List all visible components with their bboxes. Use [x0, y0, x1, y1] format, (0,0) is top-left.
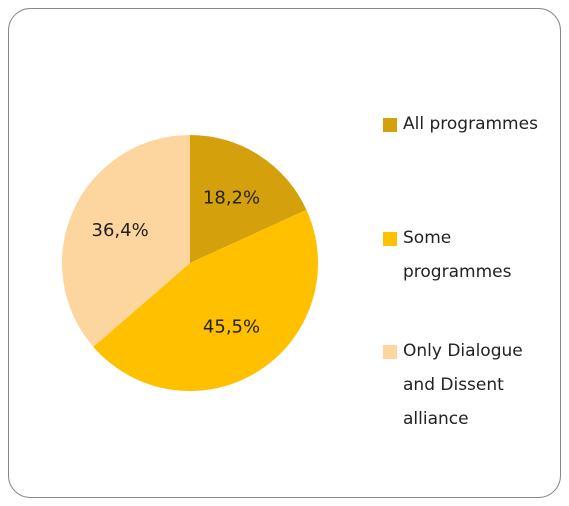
legend-label: Some programmes: [403, 228, 512, 282]
legend-label: Only Dialogue and Dissent alliance: [403, 341, 523, 429]
legend-item: All programmes: [383, 107, 543, 141]
data-label: 36,4%: [92, 220, 149, 241]
pie-slice: [62, 135, 191, 347]
legend-item: Only Dialogue and Dissent alliance: [383, 334, 543, 436]
pie-slice: [190, 135, 307, 263]
data-label: 45,5%: [203, 317, 260, 338]
legend-swatch: [383, 345, 397, 359]
legend-swatch: [383, 118, 397, 132]
legend-label: All programmes: [403, 114, 538, 134]
pie-slice: [93, 209, 318, 391]
data-label: 18,2%: [203, 187, 260, 208]
legend-swatch: [383, 232, 397, 246]
legend-item: Some programmes: [383, 221, 543, 289]
